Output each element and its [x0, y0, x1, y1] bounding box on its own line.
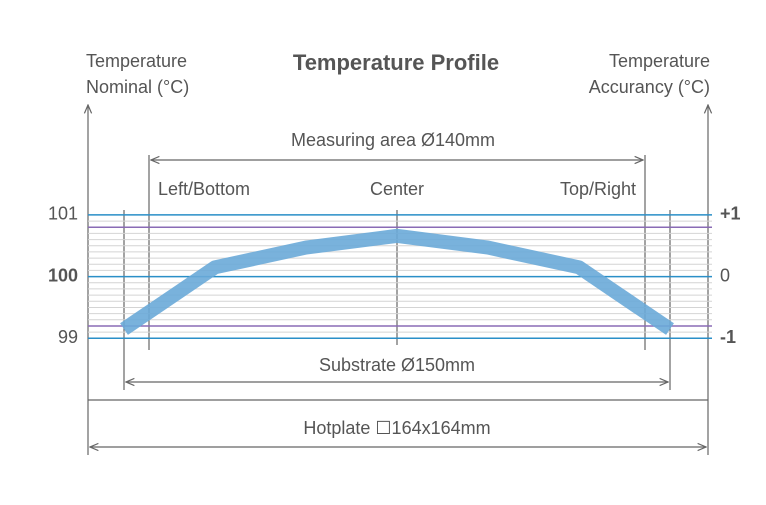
- y-tick-label: 99: [58, 327, 78, 347]
- y2-tick-label: -1: [720, 327, 736, 347]
- y-axis-label: Nominal (°C): [86, 77, 189, 97]
- y2-tick-label: 0: [720, 265, 730, 285]
- hotplate-label: Hotplate ☐164x164mm: [303, 418, 490, 438]
- y-tick-label: 101: [48, 204, 78, 224]
- substrate-label: Substrate Ø150mm: [319, 355, 475, 375]
- y-axis-label: Temperature: [86, 51, 187, 71]
- y2-tick-label: +1: [720, 204, 741, 224]
- right-label: Top/Right: [560, 179, 636, 199]
- chart-title: Temperature Profile: [293, 50, 499, 75]
- left-label: Left/Bottom: [158, 179, 250, 199]
- temperature-curve: [120, 228, 674, 335]
- y2-axis-label: Temperature: [609, 51, 710, 71]
- center-label: Center: [370, 179, 424, 199]
- dimensions: [88, 105, 708, 455]
- y-tick-label: 100: [48, 265, 78, 285]
- y2-axis-label: Accurancy (°C): [589, 77, 710, 97]
- measuring-label: Measuring area Ø140mm: [291, 130, 495, 150]
